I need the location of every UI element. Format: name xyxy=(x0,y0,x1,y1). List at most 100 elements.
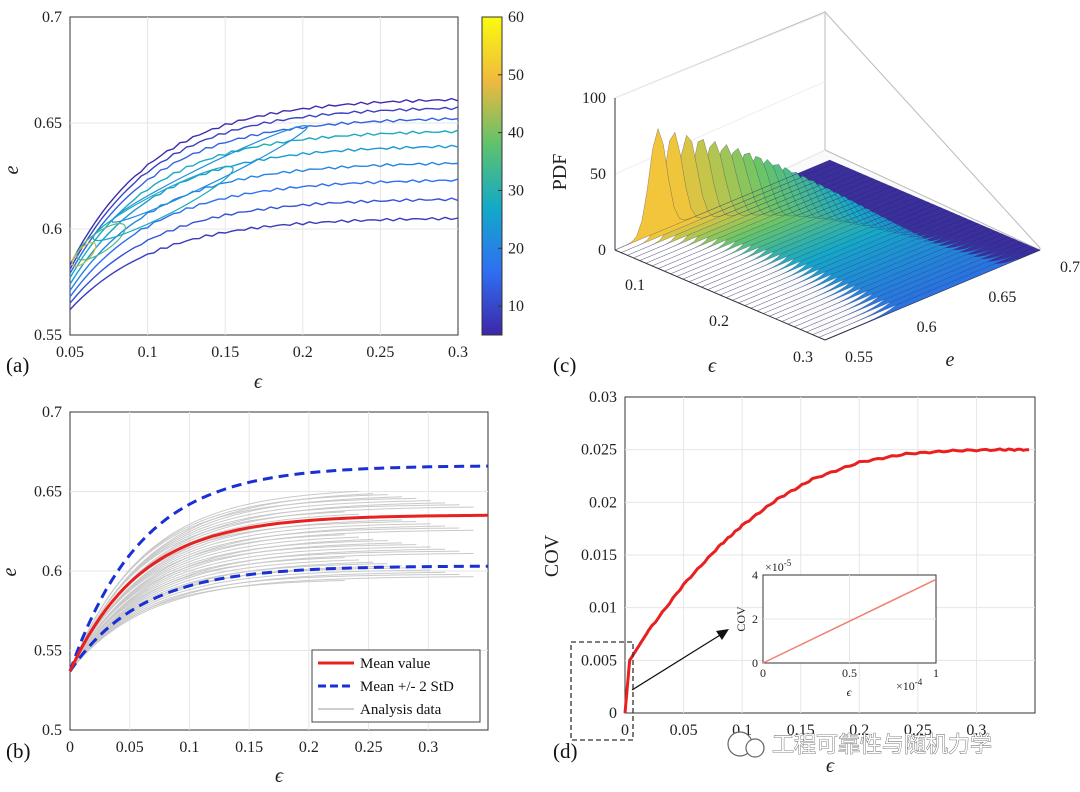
panel-d-zoom-arrow xyxy=(631,631,726,691)
surface-slice xyxy=(652,147,868,267)
panel-d: 0 0.05 0.1 0.15 0.2 0.25 0.300.0050.010.0150.0… xyxy=(541,389,1036,777)
inset-xlabel: ϵ xyxy=(847,685,853,699)
analysis-curve xyxy=(69,534,345,672)
x-tick-label: 0.1 xyxy=(138,344,158,361)
strain-tick-label: 0.1 xyxy=(625,277,645,294)
panel-b-label: (b) xyxy=(6,739,31,763)
analysis-curve xyxy=(69,580,345,672)
y-tick-label: 0.6 xyxy=(42,563,62,580)
legend-label-bounds: Mean +/- 2 StD xyxy=(360,679,454,695)
z-tick-label: 50 xyxy=(590,166,606,183)
y-tick-label: 0.025 xyxy=(581,442,617,459)
panel-b-ticks: 0 0.05 0.1 0.15 0.2 0.25 0.3 0.5 0.55 0.6 0.65 0.7 xyxy=(34,404,438,756)
surface-slice xyxy=(658,152,874,269)
inset-x-tick-label: 0.5 xyxy=(842,666,857,680)
analysis-curve xyxy=(69,546,431,672)
y-tick-label: 0.7 xyxy=(42,404,62,421)
panel-a-label: (a) xyxy=(6,353,29,377)
inset-grid xyxy=(763,575,936,663)
x-tick-label: 0.15 xyxy=(235,739,263,756)
analysis-curve xyxy=(69,525,446,672)
panel-a-contours xyxy=(69,97,459,311)
surface-slice xyxy=(614,127,831,251)
panel-d-xlabel: ϵ xyxy=(826,755,835,777)
colorbar-tick-label: 60 xyxy=(508,9,524,26)
contour-line xyxy=(69,117,459,274)
y-tick-label: 0.01 xyxy=(589,600,617,617)
x-tick-label: 0 xyxy=(66,739,74,756)
panel-c-label: (c) xyxy=(553,353,576,377)
x-tick-label: 0.05 xyxy=(116,739,144,756)
panel-a-ylabel: e xyxy=(1,165,23,174)
x-tick-label: 0.15 xyxy=(787,722,815,739)
inset-x-exponent: ×10-4 xyxy=(896,677,923,693)
colorbar-tick-label: 30 xyxy=(508,182,524,199)
y-tick-label: 0.015 xyxy=(581,547,617,564)
contour-loop xyxy=(92,165,234,242)
watermark-text: 工程可靠性与随机力学 xyxy=(772,733,992,758)
analysis-curve xyxy=(69,497,417,672)
y-tick-label: 0 xyxy=(609,705,617,722)
watermark: 工程可靠性与随机力学 xyxy=(727,731,992,758)
analysis-curve xyxy=(69,490,360,672)
analysis-curve xyxy=(69,538,374,672)
x-tick-label: 0.2 xyxy=(299,739,319,756)
inset-cov-line xyxy=(762,578,937,664)
e-tick-label: 0.55 xyxy=(845,349,873,366)
x-tick-label: 0.3 xyxy=(418,739,438,756)
analysis-curve xyxy=(69,576,474,672)
x-tick-label: 0.3 xyxy=(966,722,986,739)
x-tick-label: 0.25 xyxy=(366,344,394,361)
contour-loop xyxy=(76,222,126,261)
x-tick-label: 0.3 xyxy=(448,344,468,361)
colorbar-tick-label: 50 xyxy=(508,67,524,84)
y-tick-label: 0.65 xyxy=(34,484,62,501)
y-tick-label: 0.7 xyxy=(42,9,62,26)
e-tick-label: 0.6 xyxy=(917,319,937,336)
contour-line xyxy=(69,161,459,291)
inset-y-exponent: ×10-5 xyxy=(765,558,792,574)
panel-d-cov-line xyxy=(623,447,1030,714)
legend-box xyxy=(311,649,481,723)
y-tick-label: 0.02 xyxy=(589,494,617,511)
panel-b-xlabel: ϵ xyxy=(275,765,284,787)
inset-y-tick-label: 0 xyxy=(752,656,758,670)
contour-line xyxy=(69,97,459,266)
panel-c-surface xyxy=(614,127,1041,341)
colorbar-tick-label: 20 xyxy=(508,240,524,257)
x-tick-label: 0.2 xyxy=(849,722,869,739)
y-tick-label: 0.55 xyxy=(34,643,62,660)
inset-ticks: 0 0.5 1 0 2 4 xyxy=(752,568,939,680)
analysis-curve xyxy=(69,496,403,672)
grid-line xyxy=(614,12,826,99)
colorbar-tick-label: 10 xyxy=(508,298,524,315)
panel-b-lower-bound-line xyxy=(68,564,489,673)
panel-a-axes xyxy=(69,16,459,336)
y-tick-label: 0.03 xyxy=(589,389,617,406)
panel-c-ticks: 0 50 100 0.1 0.2 0.3 0.55 0.6 0.65 0.7 xyxy=(582,90,1080,366)
y-tick-label: 0.005 xyxy=(581,652,617,669)
analysis-curve xyxy=(69,529,474,672)
y-tick-label: 0.6 xyxy=(42,221,62,238)
y-tick-label: 0.65 xyxy=(34,115,62,132)
surface-slice xyxy=(645,143,861,264)
panel-d-ylabel: COV xyxy=(541,534,563,577)
analysis-curve xyxy=(69,540,388,672)
contour-line xyxy=(69,178,459,298)
contour-line xyxy=(69,144,459,285)
colorbar-tick-label: 40 xyxy=(508,125,524,142)
contour-line xyxy=(69,129,459,279)
panel-d-ticks: 0 0.05 0.1 0.15 0.2 0.25 0.300.0050.010.0150.0… xyxy=(581,389,986,739)
inset-x-tick-label: 0 xyxy=(760,666,766,680)
x-tick-label: 0.2 xyxy=(293,344,313,361)
analysis-curve xyxy=(69,573,460,672)
analysis-curve xyxy=(69,550,460,672)
x-tick-label: 0.1 xyxy=(179,739,199,756)
x-tick-label: 0.05 xyxy=(56,344,84,361)
contour-loop xyxy=(111,124,309,223)
analysis-curve xyxy=(69,559,360,672)
analysis-curve xyxy=(69,523,431,672)
legend-label-analysis: Analysis data xyxy=(360,702,442,718)
z-tick-label: 0 xyxy=(598,242,606,259)
analysis-curve xyxy=(69,544,417,672)
